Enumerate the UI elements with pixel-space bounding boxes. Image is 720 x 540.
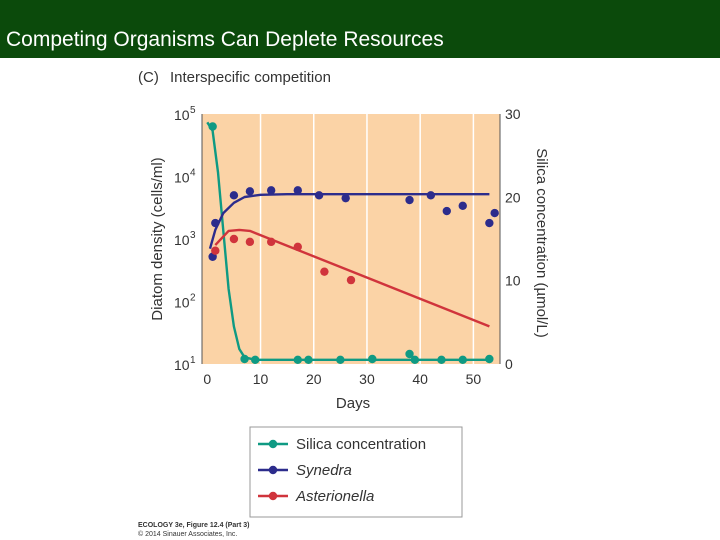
data-point [293, 242, 302, 252]
data-point [410, 355, 420, 365]
y-tick-exponent: 2 [190, 293, 196, 304]
data-point [240, 354, 249, 364]
y-tick-label: 10 [174, 357, 190, 373]
y2-tick-label: 20 [505, 189, 521, 205]
x-tick-label: 30 [359, 371, 375, 387]
data-point [336, 355, 345, 365]
data-point [426, 191, 436, 200]
data-point [485, 354, 494, 364]
y-tick-label: 10 [174, 232, 190, 248]
legend: Silica concentration Synedra Asterionella [249, 426, 463, 518]
data-point [320, 267, 329, 276]
y2-tick-label: 30 [505, 106, 521, 122]
figure-credit: ECOLOGY 3e, Figure 12.4 (Part 3) [138, 522, 250, 529]
data-point [211, 218, 220, 228]
x-tick-label: 40 [412, 371, 428, 387]
data-point [458, 201, 467, 210]
figure-copyright: © 2014 Sinauer Associates, Inc. [138, 531, 238, 538]
y-tick-exponent: 5 [190, 105, 196, 116]
legend-label: Synedra [296, 462, 352, 479]
data-point [229, 234, 239, 244]
y2-tick-label: 10 [505, 273, 521, 289]
data-point [490, 208, 499, 218]
data-point [485, 218, 494, 228]
y-tick-label: 10 [174, 170, 190, 186]
data-point [405, 349, 414, 359]
y2-tick-label: 0 [505, 356, 513, 372]
data-point [211, 246, 220, 255]
plot-area [202, 114, 500, 365]
data-point [293, 186, 302, 195]
data-point [304, 355, 313, 365]
series-line-silica-concentration [206, 121, 490, 361]
title-bar: Competing Organisms Can Deplete Resource… [0, 0, 720, 58]
legend-swatch-dot [268, 439, 278, 449]
data-point [346, 275, 356, 285]
x-tick-label: 0 [203, 371, 211, 387]
data-point [293, 355, 302, 365]
legend-swatch-dot [268, 465, 278, 475]
data-point [229, 191, 239, 200]
data-point [245, 187, 255, 196]
data-point [442, 206, 451, 216]
x-tick-label: 20 [306, 371, 322, 387]
series-line-synedra [208, 193, 490, 250]
legend-label: Silica concentration [296, 436, 426, 453]
data-point [266, 186, 276, 195]
legend-box [249, 426, 463, 518]
x-tick-label: 50 [466, 371, 482, 387]
y2-axis-label: Silica concentration (µmol/L) [533, 148, 550, 338]
legend-swatch-dot [268, 491, 278, 501]
x-tick-label: 10 [253, 371, 269, 387]
x-axis-label: Days [336, 395, 370, 412]
data-point [251, 355, 260, 365]
data-point [368, 354, 377, 364]
data-point [437, 355, 446, 365]
y-axis-label: Diatom density (cells/ml) [149, 157, 166, 320]
legend-label: Asterionella [295, 488, 374, 505]
data-point [208, 122, 217, 131]
data-point [341, 193, 350, 203]
y-tick-label: 10 [174, 107, 190, 123]
plot-background [202, 114, 500, 364]
panel-title: Interspecific competition [170, 69, 331, 86]
y-tick-exponent: 1 [190, 355, 196, 366]
data-point [245, 237, 255, 247]
data-point [314, 191, 324, 200]
y-tick-exponent: 3 [190, 230, 196, 241]
slide-title: Competing Organisms Can Deplete Resource… [6, 28, 444, 51]
series-line-asterionella [214, 228, 490, 328]
data-point [266, 237, 276, 247]
panel-label: (C) [138, 69, 159, 86]
data-point [458, 355, 467, 365]
y-tick-exponent: 4 [190, 168, 196, 179]
data-point [405, 195, 414, 205]
y-tick-label: 10 [174, 295, 190, 311]
